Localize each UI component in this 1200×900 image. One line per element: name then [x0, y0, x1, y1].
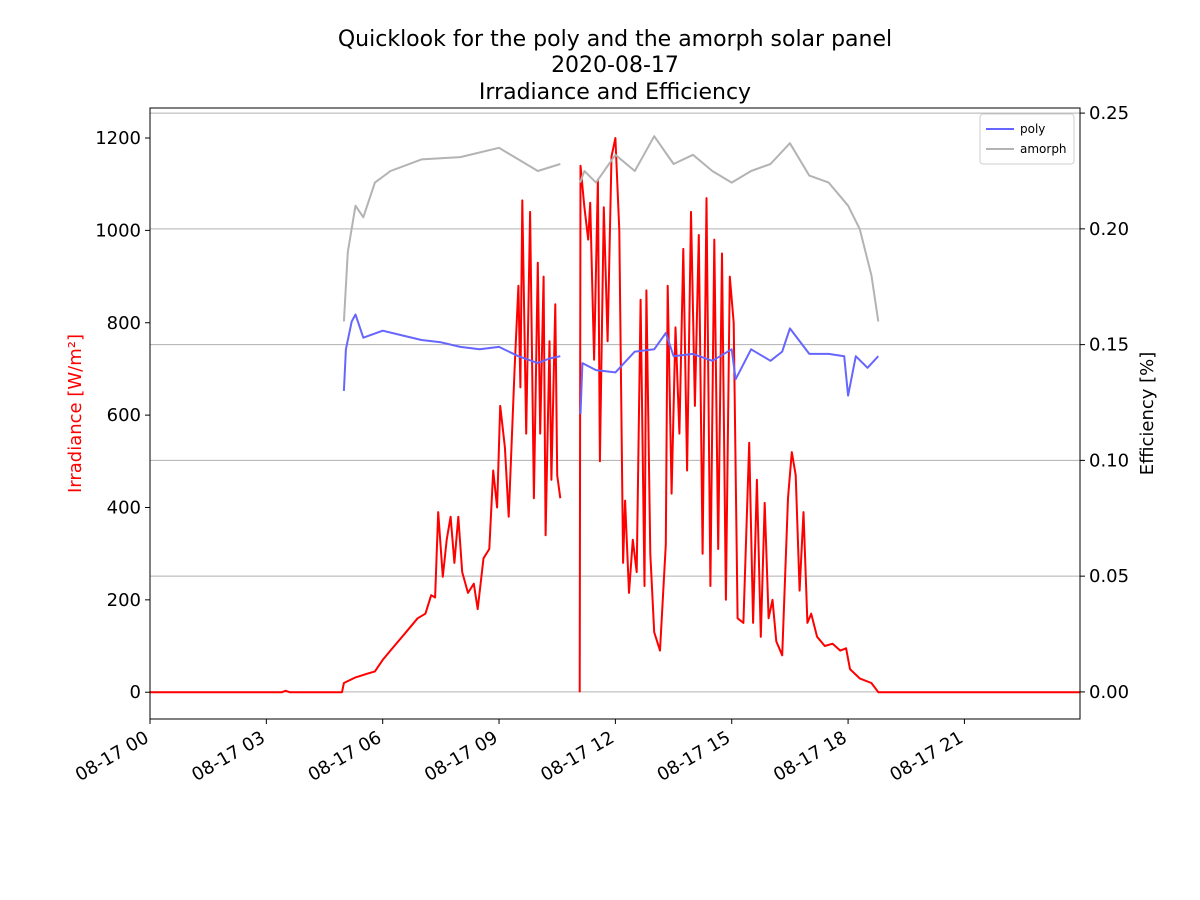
legend-label: poly: [1020, 122, 1045, 136]
data-line: [342, 313, 880, 415]
y-tick-label: 200: [107, 590, 141, 611]
x-tick-label: 08-17 00: [72, 727, 153, 786]
y-axis-label: Irradiance [W/m²]: [65, 334, 86, 493]
y-tick-label: 0: [130, 682, 141, 703]
x-tick-label: 08-17 12: [537, 727, 618, 786]
chart-title: Quicklook for the poly and the amorph so…: [338, 27, 892, 52]
x-tick-label: 08-17 18: [770, 727, 851, 786]
x-tick-label: 08-17 15: [654, 727, 735, 786]
y2-tick-label: 0.10: [1089, 450, 1129, 471]
y2-tick-label: 0.00: [1089, 682, 1129, 703]
x-tick-label: 08-17 03: [188, 727, 269, 786]
data-line: [150, 137, 1080, 694]
x-tick-label: 08-17 06: [305, 727, 386, 786]
y-tick-label: 1200: [95, 128, 141, 149]
y2-tick-label: 0.15: [1089, 335, 1129, 356]
chart-subtitle: Irradiance and Efficiency: [479, 80, 751, 105]
y-tick-label: 1000: [95, 220, 141, 241]
legend-label: amorph: [1020, 142, 1067, 156]
x-tick-label: 08-17 09: [421, 727, 502, 786]
x-tick-label: 08-17 21: [886, 727, 967, 786]
y-tick-label: 400: [107, 497, 141, 518]
chart-subtitle: 2020-08-17: [551, 53, 679, 78]
y2-tick-label: 0.05: [1089, 566, 1129, 587]
plot-frame: [149, 107, 1081, 720]
legend-box: [979, 113, 1075, 165]
y-tick-label: 600: [107, 405, 141, 426]
y2-tick-label: 0.20: [1089, 219, 1129, 240]
y2-axis-label: Efficiency [%]: [1137, 352, 1158, 476]
y-tick-label: 800: [107, 313, 141, 334]
data-line: [342, 135, 880, 322]
y2-tick-label: 0.25: [1089, 103, 1129, 124]
